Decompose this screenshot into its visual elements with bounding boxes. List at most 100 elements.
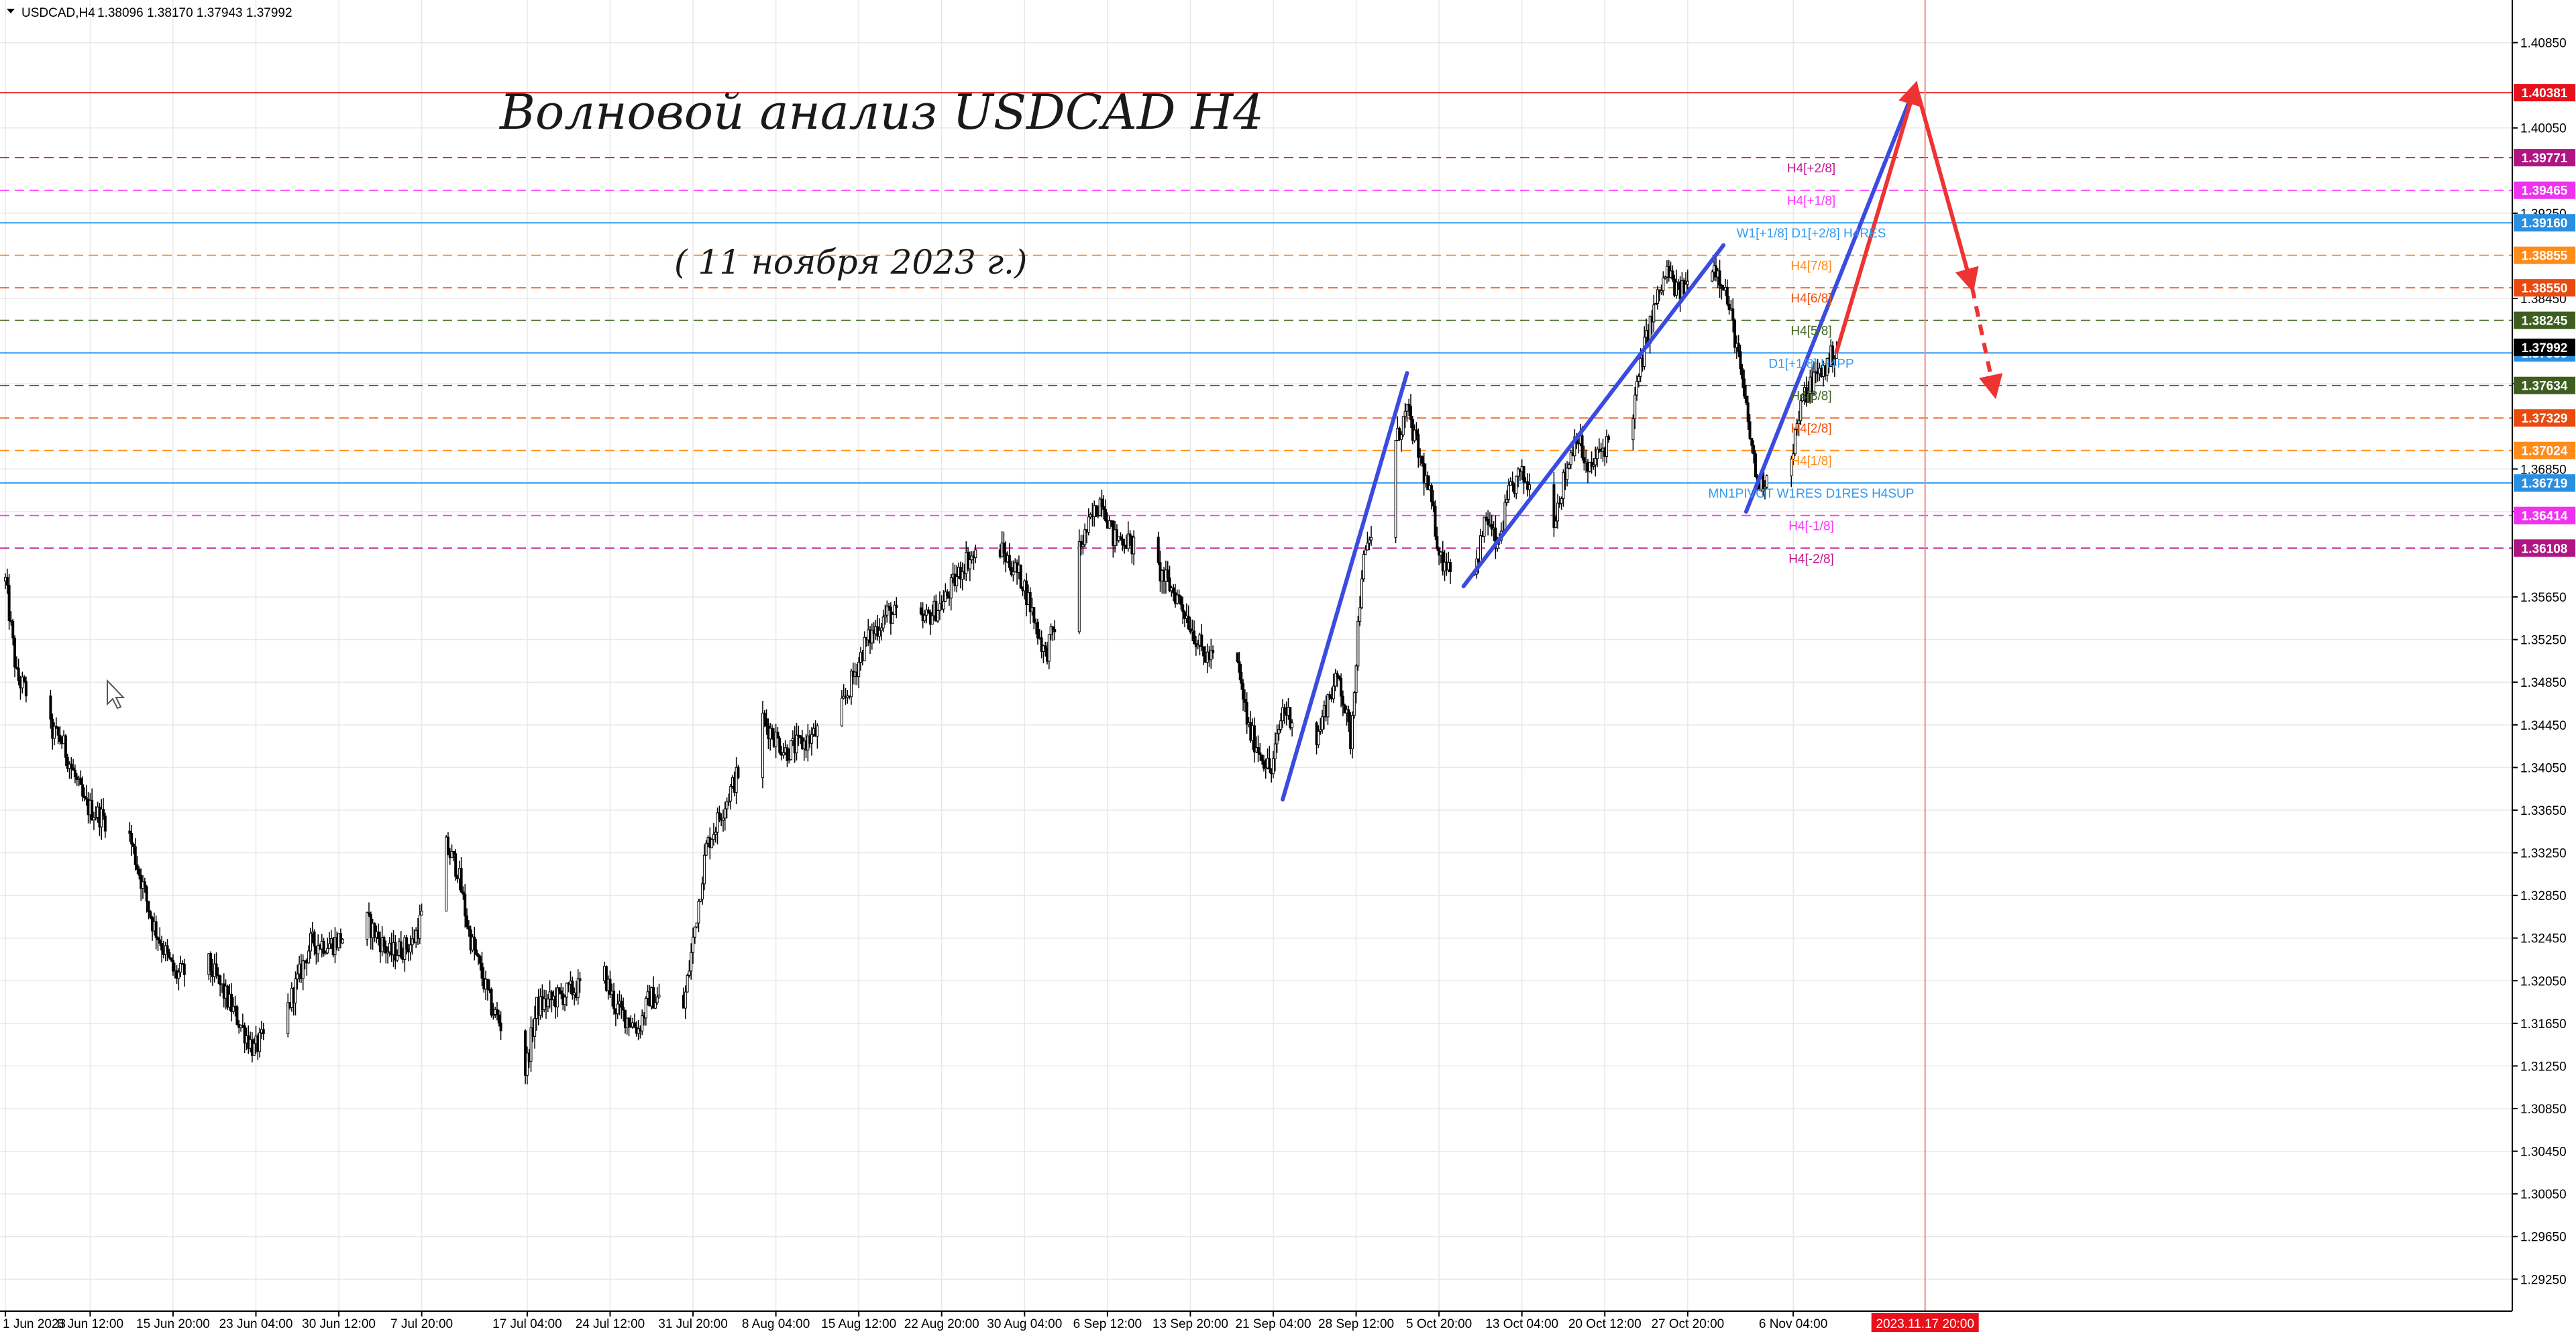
candle-body [7,585,11,621]
candle [571,976,574,1000]
candle [1336,670,1339,687]
candle [130,825,133,856]
candle-body [1334,673,1337,687]
candle-body [697,901,700,924]
candle-body [399,941,402,958]
candle-body [1240,671,1243,684]
candle [182,958,186,987]
candle [533,1005,537,1049]
candle-body [692,936,695,953]
candle-body [1108,520,1111,529]
candle [1407,398,1411,416]
candle-body [799,735,802,738]
candle-body [702,854,706,885]
candle-body [1639,357,1642,377]
candle [143,877,146,893]
candle [1567,462,1570,469]
candle-body [555,987,559,1007]
candle-body [1711,271,1714,282]
candle [1319,718,1322,735]
price-tick-label: 1.34850 [2520,676,2567,690]
candle [1321,710,1324,734]
candle-body [1350,715,1354,750]
candle [1656,286,1659,310]
candle-body [1744,396,1748,404]
candle [1511,471,1514,492]
time-tick-label: 13 Oct 04:00 [1485,1317,1558,1331]
candle [366,911,369,946]
candle [464,884,467,928]
candle-body [339,933,342,944]
candle-body [1044,645,1047,649]
candle [961,562,964,591]
candle [557,987,561,995]
candle-body [1126,533,1130,549]
price-tick-label: 1.34050 [2520,761,2567,775]
candle-body [1002,543,1006,553]
candle-body [171,960,174,972]
candle-body [1245,702,1248,725]
candle [286,993,290,1038]
candle-body [885,606,889,616]
candle-body [727,800,731,803]
candle-body [1485,516,1488,520]
candle-body [1652,304,1656,323]
candle-body [94,817,97,819]
candle-body [1341,695,1344,706]
candle-body [466,915,469,927]
candle-body [136,864,139,870]
candle [341,938,344,944]
candle-body [1340,678,1343,697]
candle [473,926,476,961]
candle-body [486,978,489,990]
candle [763,710,766,728]
candle-body [1032,607,1036,623]
candle [1262,754,1265,772]
candle [1594,446,1597,477]
candle [452,850,455,862]
candle [492,1003,495,1020]
candle-body [252,1043,256,1056]
price-badge-bg [2514,246,2575,264]
candle-body [786,747,789,761]
time-tick-label: 8 Jun 12:00 [57,1317,123,1331]
candle-body [1813,372,1815,394]
candle [258,1027,262,1058]
candle [133,838,137,871]
candle [1436,526,1439,551]
candle [1790,455,1793,488]
candle-body [1317,730,1320,746]
candle [1420,455,1424,467]
candle-body [737,767,740,778]
collapse-triangle-icon[interactable] [7,9,15,13]
candle-body [1399,434,1403,440]
candle-body [695,922,698,928]
candle [1398,426,1401,441]
candle [1441,541,1444,576]
candle-body [1115,529,1118,541]
candle [1592,457,1595,470]
candle [974,545,977,563]
candle-body [1552,484,1556,528]
candle [1743,370,1746,399]
candle-body [774,732,777,747]
candle [145,885,148,913]
candle-body [1674,282,1678,296]
candle [1260,754,1264,765]
candle [467,919,470,937]
candle [475,939,478,957]
level-label: H4[+2/8] [1787,162,1835,176]
candle [1326,693,1330,725]
candle [1368,537,1371,551]
candle [923,610,926,624]
candle-body [1049,626,1053,635]
candle [870,623,873,650]
candle-body [1179,596,1183,606]
candle [1087,508,1090,536]
candle-body [878,630,881,637]
candle-body [923,614,926,622]
candle [1654,302,1658,306]
candle-body [1275,733,1279,744]
